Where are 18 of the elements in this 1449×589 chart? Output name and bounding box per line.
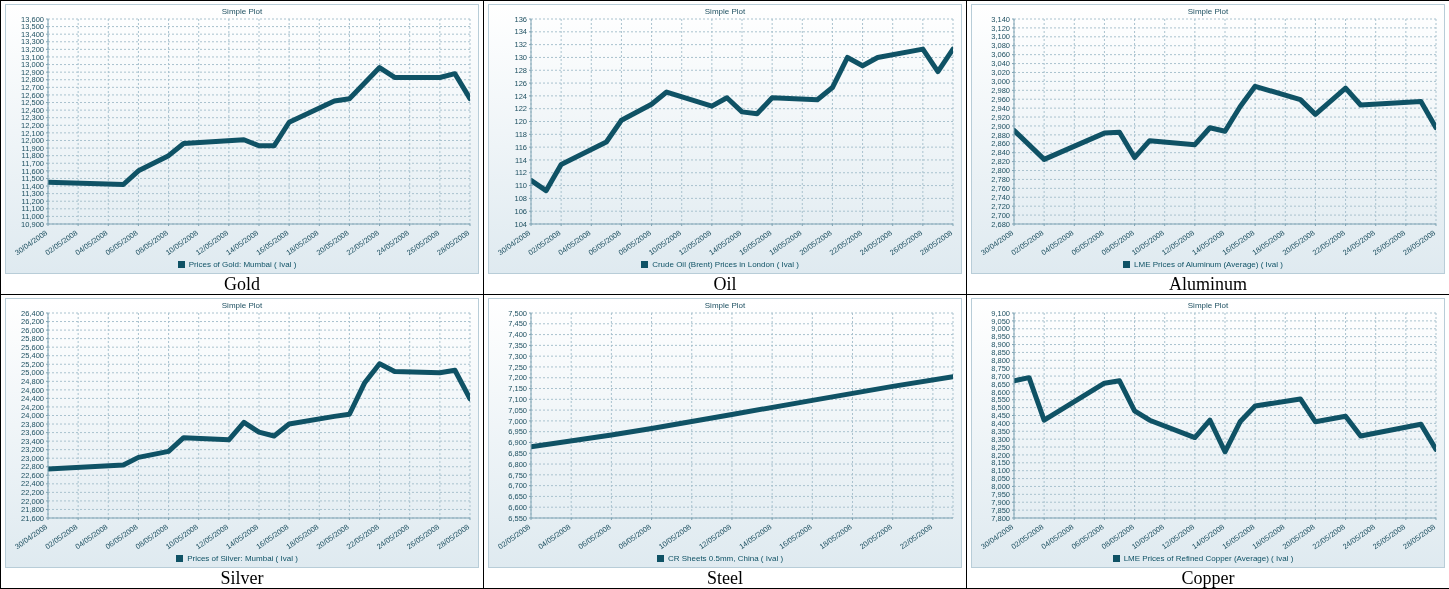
legend-label: LME Prices of Refined Copper (Average) ( Ival ) bbox=[1123, 554, 1294, 563]
text: Steel bbox=[706, 568, 744, 588]
chart-title: Simple Plot bbox=[703, 7, 747, 16]
text: Oil bbox=[712, 274, 738, 294]
chart-title: Simple Plot bbox=[1186, 301, 1230, 310]
legend-label: CR Sheets 0.5mm, China ( Ival ) bbox=[667, 554, 784, 563]
legend-label: Prices of Silver: Mumbai ( Ival ) bbox=[187, 554, 298, 563]
chart-title: Simple Plot bbox=[1186, 7, 1230, 16]
legend-label: LME Prices of Aluminum (Average) ( Ival ) bbox=[1134, 260, 1283, 269]
text: Gold bbox=[223, 274, 261, 294]
text: Aluminum bbox=[1168, 274, 1248, 294]
chart-title: Simple Plot bbox=[703, 301, 747, 310]
chart-title: Simple Plot bbox=[220, 301, 264, 310]
chart-title: Simple Plot bbox=[220, 7, 264, 16]
legend-label: Crude Oil (Brent) Prices in London ( Ival ) bbox=[652, 260, 799, 269]
legend-label: Prices of Gold: Mumbai ( Ival ) bbox=[188, 260, 297, 269]
text: Copper bbox=[1180, 568, 1236, 588]
text: Silver bbox=[219, 568, 265, 588]
